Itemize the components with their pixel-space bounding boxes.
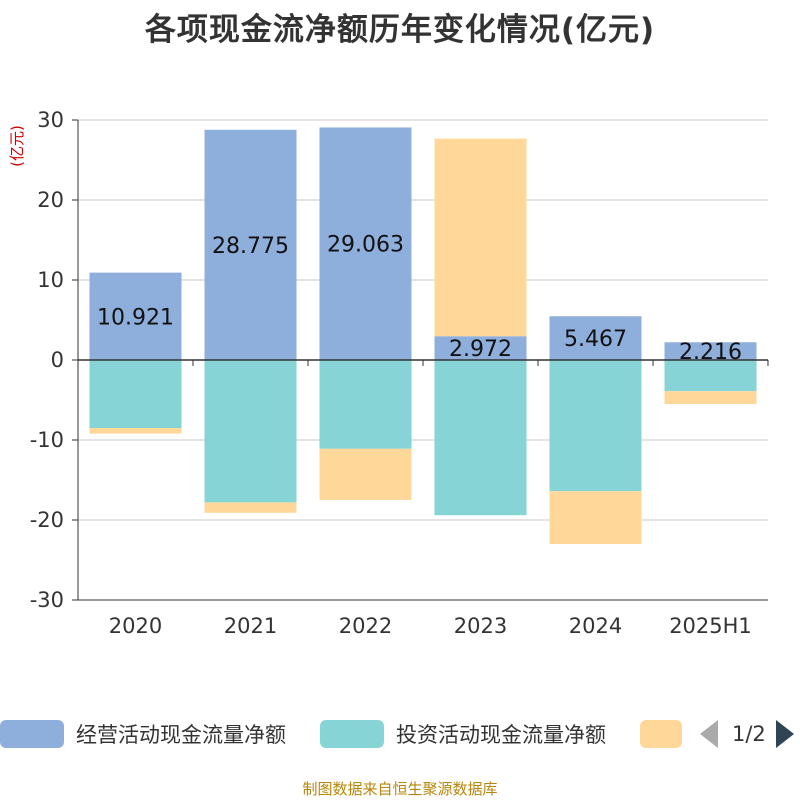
bar-operating (549, 316, 642, 360)
bar-investing (549, 360, 642, 492)
chart-title: 各项现金流净额历年变化情况(亿元) (144, 12, 656, 48)
x-tick-label: 2020 (109, 614, 162, 638)
triangle-left-icon[interactable] (700, 720, 718, 748)
y-tick-label: 10 (37, 268, 64, 292)
bar-investing (664, 360, 757, 392)
bar-operating (319, 127, 412, 360)
cash-flow-chart: -30 -20 -10 0 10 20 30 (亿元) 2020 2021 2022 2023 2024… (8, 108, 769, 638)
data-label: 5.467 (564, 327, 627, 352)
bar-investing (434, 360, 527, 516)
bar-operating (434, 336, 527, 360)
legend-page-number: 1/2 (732, 722, 766, 746)
y-tick-label: 20 (37, 188, 64, 212)
data-label: 10.921 (97, 305, 174, 330)
y-tick-label: -30 (30, 588, 64, 612)
bar-operating (664, 342, 757, 360)
x-tick-label: 2023 (454, 614, 507, 638)
data-label: 28.775 (212, 234, 289, 259)
bar-financing (89, 428, 182, 434)
x-tick-label: 2021 (224, 614, 277, 638)
data-label: 29.063 (327, 233, 404, 258)
legend-swatch-operating (0, 720, 64, 748)
bar-investing (319, 360, 412, 449)
data-label: 2.216 (679, 340, 742, 365)
y-tick-label: 30 (37, 108, 64, 132)
data-labels: 10.921 28.775 29.063 2.972 5.467 2.216 (97, 233, 742, 365)
data-label: 2.972 (449, 337, 512, 362)
bar-operating (204, 129, 297, 360)
x-tick-label: 2022 (339, 614, 392, 638)
legend-swatch-investing (320, 720, 384, 748)
bar-investing (89, 360, 182, 428)
axes: -30 -20 -10 0 10 20 30 (亿元) 2020 2021 2022 2023 2024… (8, 108, 769, 638)
bars (89, 127, 757, 544)
legend-item-investing[interactable]: 投资活动现金流量净额 (320, 716, 606, 752)
legend-pager: 1/2 (700, 716, 794, 752)
legend-item-financing[interactable] (640, 716, 682, 752)
source-note: 制图数据来自恒生聚源数据库 (302, 780, 498, 798)
legend-label-operating: 经营活动现金流量净额 (76, 723, 286, 747)
x-tick-label: 2025H1 (669, 614, 752, 638)
bar-financing (664, 391, 757, 404)
bar-operating (89, 272, 182, 360)
triangle-right-icon[interactable] (775, 720, 794, 748)
bar-financing (204, 502, 297, 513)
legend-swatch-financing (640, 720, 682, 748)
y-tick-label: -10 (30, 428, 64, 452)
bar-financing (549, 491, 642, 544)
x-tick-label: 2024 (569, 614, 622, 638)
bar-financing (319, 448, 412, 500)
bar-investing (204, 360, 297, 503)
legend-label-investing: 投资活动现金流量净额 (396, 723, 606, 747)
legend: 经营活动现金流量净额 投资活动现金流量净额 1/2 (0, 716, 800, 752)
bar-financing (434, 138, 527, 337)
y-tick-label: -20 (30, 508, 64, 532)
legend-item-operating[interactable]: 经营活动现金流量净额 (0, 716, 286, 752)
y-tick-label: 0 (51, 348, 64, 372)
y-axis-label: (亿元) (8, 125, 26, 167)
